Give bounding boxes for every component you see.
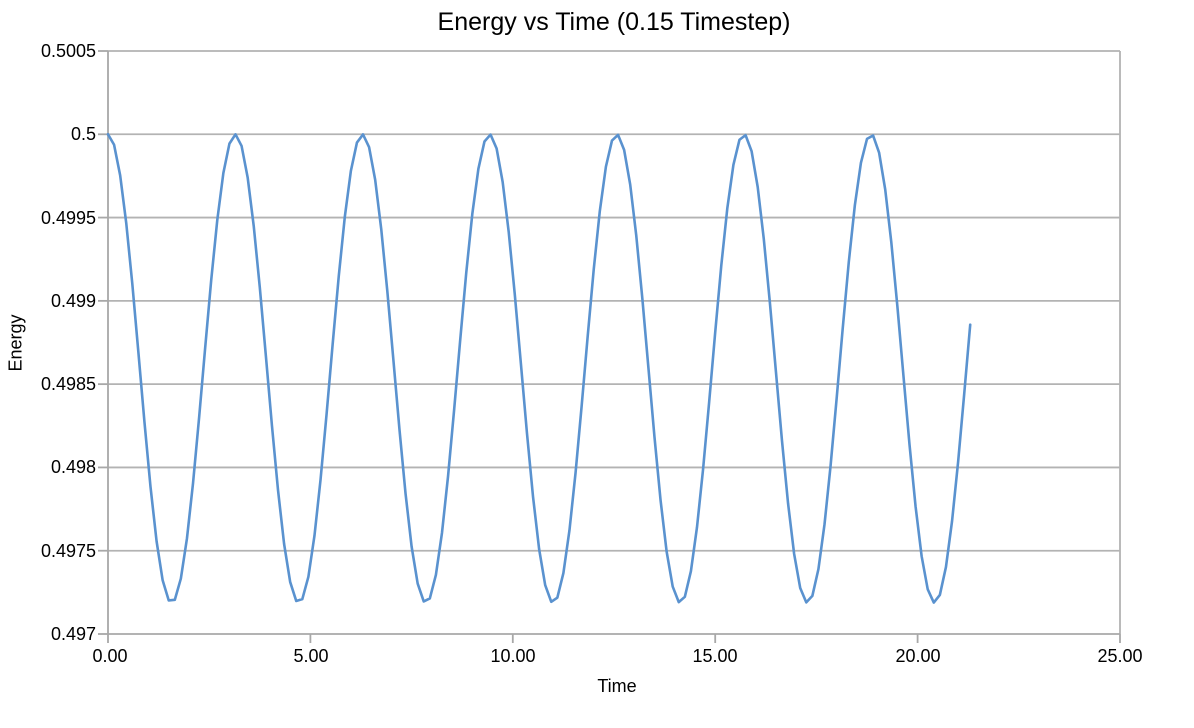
- x-axis-tick-marks: [107, 634, 1121, 643]
- x-tick-label: 20.00: [895, 646, 941, 666]
- x-tick-label: 10.00: [490, 646, 536, 666]
- y-tick-label: 0.4995: [40, 208, 96, 228]
- y-tick-label: 0.499: [50, 291, 96, 311]
- y-axis-tick-marks: [98, 50, 108, 635]
- x-tick-label: 25.00: [1097, 646, 1143, 666]
- y-tick-label: 0.4975: [40, 541, 96, 561]
- horizontal-gridlines: [108, 50, 1120, 552]
- y-axis-title: Energy: [5, 314, 26, 372]
- y-tick-label: 0.5: [70, 124, 96, 144]
- y-tick-label: 0.497: [50, 624, 96, 644]
- y-tick-label: 0.4985: [40, 374, 96, 394]
- y-tick-label: 0.5005: [40, 41, 96, 61]
- x-tick-label: 15.00: [692, 646, 738, 666]
- energy-series-line: [106, 132, 972, 604]
- x-tick-label: 0.00: [92, 646, 128, 666]
- x-tick-label: 5.00: [293, 646, 329, 666]
- chart-title: Energy vs Time (0.15 Timestep): [437, 8, 791, 36]
- y-tick-label: 0.498: [50, 457, 96, 477]
- x-axis-title: Time: [597, 676, 637, 696]
